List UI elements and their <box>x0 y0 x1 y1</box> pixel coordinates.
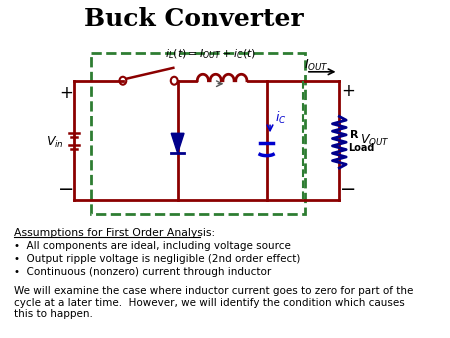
Text: •  Continuous (nonzero) current through inductor: • Continuous (nonzero) current through i… <box>14 267 271 277</box>
Text: •  All components are ideal, including voltage source: • All components are ideal, including vo… <box>14 241 291 251</box>
Polygon shape <box>171 133 184 153</box>
Text: $i_C$: $i_C$ <box>275 111 287 126</box>
Text: We will examine the case where inductor current goes to zero for part of the
cyc: We will examine the case where inductor … <box>14 286 414 319</box>
Text: R: R <box>351 130 359 140</box>
Text: +: + <box>59 83 73 102</box>
Text: $i_L(t) = I_{OUT} + i_C(t)$: $i_L(t) = I_{OUT} + i_C(t)$ <box>165 47 256 61</box>
Text: $V_{in}$: $V_{in}$ <box>46 135 64 150</box>
Text: •  Output ripple voltage is negligible (2nd order effect): • Output ripple voltage is negligible (2… <box>14 254 301 264</box>
Text: $I_{OUT}$: $I_{OUT}$ <box>304 58 329 73</box>
Text: $V_{OUT}$: $V_{OUT}$ <box>360 133 390 148</box>
Text: Load: Load <box>348 143 374 153</box>
Text: −: − <box>340 180 356 199</box>
Text: Assumptions for First Order Analysis:: Assumptions for First Order Analysis: <box>14 227 216 238</box>
Text: −: − <box>58 180 75 199</box>
Text: Buck Converter: Buck Converter <box>84 7 304 31</box>
Text: +: + <box>341 82 355 100</box>
